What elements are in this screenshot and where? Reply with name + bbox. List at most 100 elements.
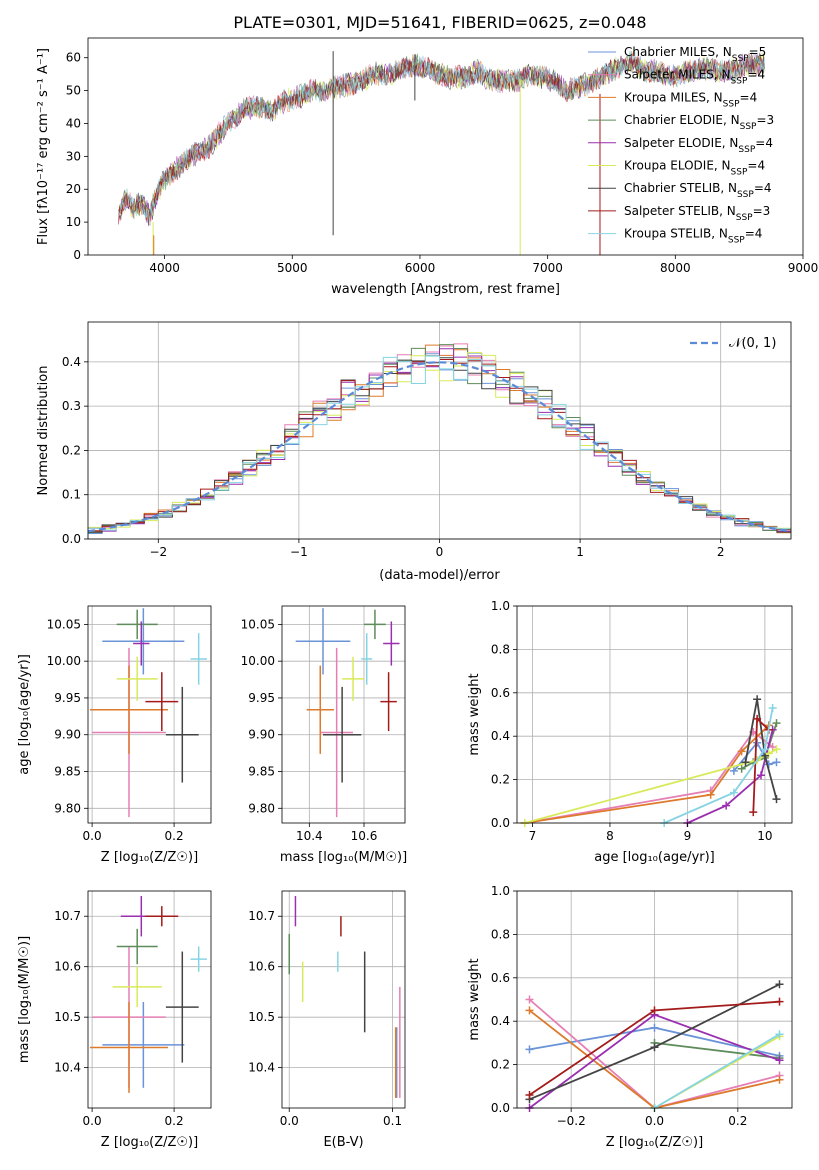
legend-label-main: Salpeter STELIB, N — [624, 204, 736, 218]
weight-point — [525, 1090, 534, 1099]
legend-label-main: Chabrier STELIB, N — [624, 181, 737, 195]
x-tick-label: 0.0 — [83, 1114, 102, 1128]
weight-point — [757, 771, 766, 780]
weight-point — [753, 738, 762, 747]
panel-weight-vs-age: 7 8 9 10 0.0 0.2 0.4 0.6 0.8 1.0 age [log₁₀(age/yr… — [467, 599, 793, 865]
y-tick-label: 0.4 — [62, 355, 81, 369]
weight-point — [737, 764, 746, 773]
y-tick-label: 9.85 — [54, 765, 81, 779]
x-tick-label: 0.0 — [280, 1114, 299, 1128]
legend-label-main: Salpeter ELODIE, N — [624, 136, 738, 150]
axes-frame — [87, 605, 212, 824]
weight-point — [775, 1056, 784, 1065]
legend-label-main: Chabrier MILES, N — [624, 45, 732, 59]
plot-marks — [90, 896, 207, 1093]
legend-label-suffix: =5 — [749, 45, 767, 59]
plot-marks — [90, 608, 207, 818]
weight-point — [760, 745, 769, 754]
x-axis-label: Z [log₁₀(Z/Z☉)] — [101, 850, 198, 865]
legend-label-sub: SSP — [738, 145, 755, 155]
y-tick-label: 0.0 — [491, 816, 510, 830]
weight-line — [663, 707, 774, 824]
legend-label: Kroupa MILES, NSSP=4 — [624, 90, 757, 109]
y-tick-label: 0.1 — [62, 488, 81, 502]
x-axis-label: E(B-V) — [323, 1135, 363, 1150]
y-tick-label: 0.2 — [62, 443, 81, 457]
legend-label: Kroupa STELIB, NSSP=4 — [624, 227, 762, 246]
legend-label-main: Kroupa MILES, N — [624, 90, 723, 104]
x-tick-label: 4000 — [149, 261, 180, 275]
weight-point — [741, 758, 750, 767]
legend-label-sub: SSP — [736, 213, 753, 223]
axes-frame — [87, 37, 804, 256]
y-tick-label: 10.7 — [248, 909, 275, 923]
plot-marks — [87, 343, 792, 539]
weight-line — [524, 724, 770, 824]
weight-point — [525, 995, 534, 1004]
x-axis-label: Z [log₁₀(Z/Z☉)] — [101, 1135, 198, 1150]
y-tick-label: 9.80 — [54, 801, 81, 815]
legend-label: Salpeter ELODIE, NSSP=4 — [624, 136, 773, 155]
weight-point — [772, 795, 781, 804]
panel-mass-vs-EBV: 0.0 0.1 10.4 10.5 10.6 10.7 E(B-V) — [248, 890, 406, 1150]
y-tick-label: 30 — [66, 149, 81, 163]
y-axis-label: age [log₁₀(age/yr)] — [17, 654, 32, 775]
x-tick-label: 9 — [684, 829, 692, 843]
weight-point — [772, 745, 781, 754]
x-axis-label: age [log₁₀(age/yr)] — [594, 850, 715, 865]
y-tick-label: 9.85 — [248, 765, 275, 779]
plot-marks — [295, 608, 400, 818]
panel-age-vs-Z: 0.0 0.2 9.80 9.85 9.90 9.95 10.00 10.05 Z [log₁₀… — [17, 605, 212, 865]
y-axis-label: mass [log₁₀(M/M☉)] — [17, 936, 32, 1063]
gaussian-curve — [87, 361, 792, 533]
x-tick-label: 10.6 — [351, 829, 378, 843]
x-tick-label: 5000 — [277, 261, 308, 275]
x-tick-label: 9000 — [788, 261, 819, 275]
legend-label-suffix: =4 — [740, 90, 758, 104]
y-tick-label: 0.3 — [62, 399, 81, 413]
legend-label-main: Kroupa STELIB, N — [624, 227, 728, 241]
legend-label: Salpeter MILES, NSSP=4 — [624, 68, 765, 87]
weight-line — [744, 699, 778, 800]
weight-point — [650, 1043, 659, 1052]
x-tick-label: 10.4 — [296, 829, 323, 843]
weight-point — [753, 714, 762, 723]
legend-label-sub: SSP — [728, 236, 745, 246]
panel-weight-vs-Z: −0.2 0.0 0.2 0.0 0.2 0.4 0.6 0.8 1.0 Z [log₁₀(Z/Z… — [467, 884, 793, 1150]
weight-point — [749, 808, 758, 817]
spectrum-legend: Chabrier MILES, N SSP =5 Salpeter MILES, NS… — [588, 45, 774, 246]
y-tick-label: 0.2 — [491, 1058, 510, 1072]
plot-area: 4000 5000 6000 7000 8000 90000102030405060wav… — [17, 37, 819, 1150]
legend-label-main: Kroupa ELODIE, N — [624, 159, 731, 173]
x-tick-label: 10 — [757, 829, 772, 843]
weight-point — [706, 790, 715, 799]
weight-point — [729, 766, 738, 775]
x-tick-label: 0 — [436, 545, 444, 559]
legend-label: Kroupa ELODIE, NSSP=4 — [624, 159, 765, 178]
panel-age-vs-mass: 10.4 10.6 9.80 9.85 9.90 9.95 10.00 10.05 mass [… — [241, 605, 407, 865]
histogram-legend: 𝒩(0, 1) — [690, 336, 776, 351]
x-tick-label: 6000 — [405, 261, 436, 275]
weight-point — [775, 1030, 784, 1039]
y-tick-label: 1.0 — [491, 599, 510, 613]
y-tick-label: 10.4 — [54, 1061, 81, 1075]
weight-line — [654, 1042, 780, 1059]
weight-line — [524, 748, 777, 824]
legend-label-suffix: =3 — [756, 113, 774, 127]
y-tick-label: 10.7 — [54, 909, 81, 923]
y-axis-label: mass weight — [467, 958, 482, 1040]
axes-frame — [87, 890, 212, 1109]
legend-label: 𝒩(0, 1) — [729, 336, 776, 351]
plot-marks — [288, 896, 401, 1098]
x-tick-label: 1 — [576, 545, 584, 559]
weight-point — [525, 1006, 534, 1015]
x-tick-label: 8 — [606, 829, 614, 843]
legend-label-main: Chabrier ELODIE, N — [624, 113, 740, 127]
y-tick-label: 9.90 — [248, 728, 275, 742]
legend-label-sub: SSP — [737, 190, 754, 200]
weight-point — [753, 695, 762, 704]
x-tick-label: −1 — [290, 545, 308, 559]
weight-point — [650, 1023, 659, 1032]
y-tick-label: 9.95 — [54, 691, 81, 705]
